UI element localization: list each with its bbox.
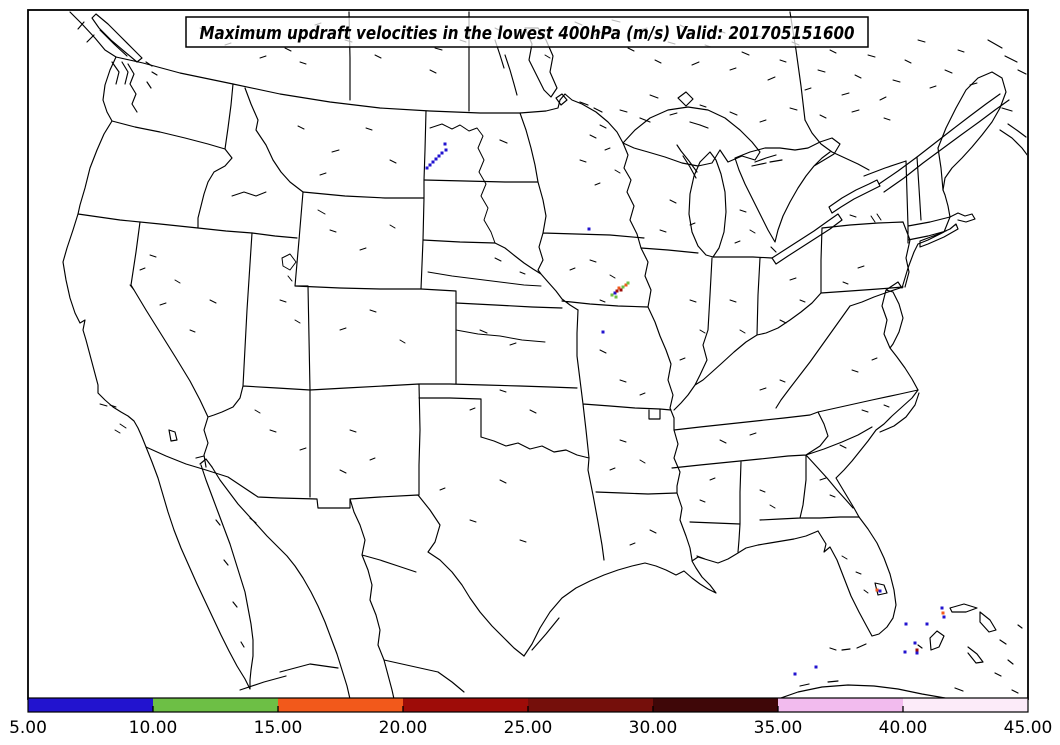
updraft-cell [431,160,435,164]
colorbar-tick-label: 45.00 [1004,718,1053,738]
colorbar: 5.00 10.00 15.00 20.00 25.00 30.00 35.00 40.00 4… [9,697,1053,738]
updraft-cell [613,291,617,295]
title-box: Maximum updraft velocities in the lowest… [185,16,869,48]
updraft-cell [940,606,944,610]
updraft-cell [793,672,797,676]
updraft-cell [925,622,929,626]
updraft-cell [878,589,882,593]
updraft-cell [941,611,945,615]
map-title: Maximum updraft velocities in the lowest… [200,24,855,44]
colorbar-tick-label: 10.00 [129,718,178,738]
colorbar-segment-30-35 [653,698,779,712]
colorbar-tick-label: 25.00 [504,718,553,738]
title-background [185,16,869,48]
updraft-cell [875,588,879,592]
updraft-cell [601,330,605,334]
updraft-cell [615,289,619,293]
updraft-cell [437,154,441,158]
updraft-cell [942,615,946,619]
updraft-cell [610,293,614,297]
colorbar-segment-20-25 [403,698,529,712]
state-borders [77,83,951,698]
colorbar-segment-35-40 [778,698,904,712]
rivers-and-lakes [129,123,890,594]
colorbar-segment-25-30 [528,698,654,712]
updraft-cell [624,283,628,287]
updraft-cell [614,295,618,299]
colorbar-tick-label: 40.00 [879,718,928,738]
colorbar-segment-5-10 [28,698,154,712]
coastlines [62,56,1023,698]
colorbar-tick-label: 15.00 [254,718,303,738]
map-frame [27,9,1029,700]
colorbar-tick-label: 35.00 [754,718,803,738]
updraft-cell [440,151,444,155]
updraft-cell [621,285,625,289]
colorbar-tick-label: 20.00 [379,718,428,738]
updraft-cell [915,651,919,655]
updraft-cell [913,641,917,645]
updraft-cell [428,163,432,167]
updraft-cell [425,166,429,170]
map-content [62,11,1027,698]
updraft-cell [903,650,907,654]
colorbar-segment-40-45 [903,698,1029,712]
updraft-cell [444,148,448,152]
updraft-cell [626,281,630,285]
updraft-cell [904,622,908,626]
updraft-cell [915,648,919,652]
updraft-cell [617,286,621,290]
colorbar-segment-10-15 [153,698,279,712]
updraft-cell [814,665,818,669]
updraft-cell [434,157,438,161]
updraft-cell [587,227,591,231]
updraft-cell [443,142,447,146]
colorbar-segment-15-20 [278,698,404,712]
colorbar-tick-label: 30.00 [629,718,678,738]
colorbar-border [27,697,1029,713]
great-lakes [622,106,881,265]
updraft-cell [619,288,623,292]
colorbar-tick-label: 5.00 [9,718,47,738]
updraft-cells-layer [425,142,946,676]
